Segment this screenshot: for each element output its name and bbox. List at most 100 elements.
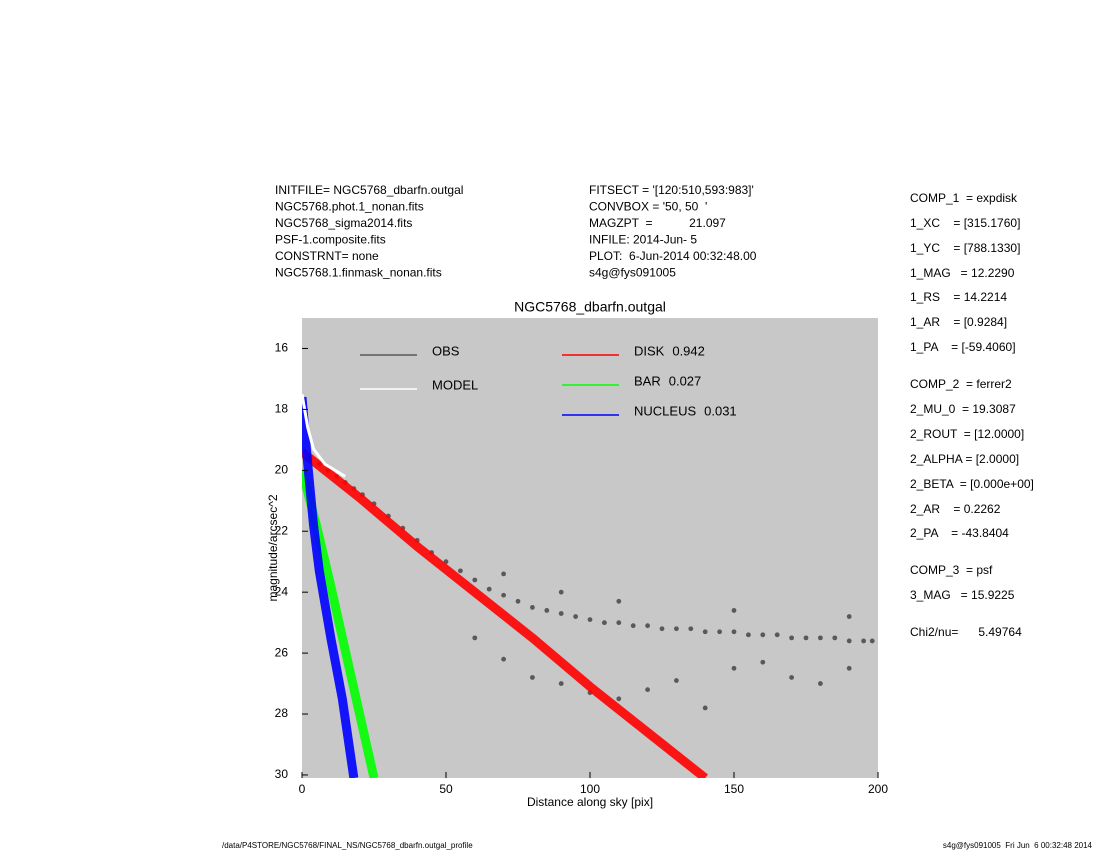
obs-point — [832, 635, 838, 641]
x-tick-label: 200 — [868, 782, 888, 796]
obs-point — [602, 620, 607, 626]
parameter-text: 2_MU_0 = 19.3087 — [910, 402, 1016, 416]
obs-point — [789, 635, 794, 641]
footer-right: s4g@fys091005 Fri Jun 6 00:32:48 2014 — [943, 841, 1093, 850]
header-text: INITFILE= NGC5768_dbarfn.outgal — [275, 183, 463, 197]
legend-fraction: 0.027 — [669, 373, 702, 388]
obs-point — [717, 629, 722, 635]
parameter-text: 2_AR = 0.2262 — [910, 502, 1001, 516]
x-tick-label: 0 — [299, 782, 306, 796]
obs-point — [674, 626, 679, 632]
parameter-text: 1_RS = 14.2214 — [910, 290, 1007, 304]
y-tick-label: 24 — [275, 584, 289, 598]
plot-marks — [302, 393, 875, 778]
legend-label: DISK — [634, 343, 665, 358]
parameter-text: 1_XC = [315.1760] — [910, 216, 1020, 230]
y-tick-label: 16 — [275, 341, 289, 355]
header-text: NGC5768_sigma2014.fits — [275, 216, 412, 230]
header-text: PSF-1.composite.fits — [275, 233, 386, 247]
obs-point — [616, 598, 622, 604]
header-text: FITSECT = '[120:510,593:983]' — [589, 183, 754, 197]
parameter-text: 2_PA = -43.8404 — [910, 526, 1009, 540]
obs-point — [746, 632, 751, 638]
legend-fraction: 0.031 — [704, 403, 737, 418]
obs-point — [530, 605, 535, 610]
obs-point — [846, 638, 852, 644]
obs-point — [846, 665, 852, 671]
plot-area — [302, 318, 878, 778]
obs-point — [558, 681, 564, 686]
header-text: PLOT: 6-Jun-2014 00:32:48.00 — [589, 249, 757, 263]
legend-label: NUCLEUS — [634, 403, 696, 418]
obs-point — [774, 632, 780, 638]
component-band — [302, 448, 708, 778]
legend-fraction: 0.942 — [672, 343, 705, 358]
parameter-text: COMP_2 = ferrer2 — [910, 377, 1012, 391]
obs-point — [702, 705, 708, 711]
header-text: NGC5768.1.finmask_nonan.fits — [275, 266, 442, 280]
obs-point — [530, 675, 535, 680]
obs-point — [573, 614, 578, 619]
y-tick-label: 26 — [275, 645, 289, 659]
legend-label: BAR — [634, 373, 661, 388]
obs-point — [702, 629, 708, 635]
obs-point — [616, 620, 622, 626]
footer-left: /data/P4STORE/NGC5768/FINAL_NS/NGC5768_d… — [222, 841, 473, 850]
parameter-text: 3_MAG = 15.9225 — [910, 588, 1015, 602]
header-text: NGC5768.phot.1_nonan.fits — [275, 200, 424, 214]
obs-point — [472, 577, 478, 583]
obs-point — [818, 635, 823, 641]
parameter-text: COMP_1 = expdisk — [910, 191, 1018, 205]
y-axis-label: magnitude/arcsec^2 — [266, 494, 280, 601]
obs-point — [869, 638, 875, 644]
obs-point — [659, 626, 665, 632]
obs-point — [861, 638, 866, 644]
obs-point — [472, 635, 478, 641]
obs-point — [789, 675, 794, 680]
obs-point — [544, 608, 550, 613]
model-line — [302, 393, 346, 478]
legend-label: MODEL — [432, 377, 478, 392]
parameter-text: 2_ALPHA = [2.0000] — [910, 452, 1019, 466]
header-text: CONVBOX = '50, 50 ' — [589, 200, 707, 214]
y-tick-label: 22 — [275, 523, 289, 537]
parameter-text: 1_MAG = 12.2290 — [910, 266, 1015, 280]
component-band — [302, 396, 359, 778]
header-text: MAGZPT = 21.097 — [589, 216, 726, 230]
obs-point — [760, 659, 766, 665]
obs-point — [846, 614, 852, 619]
y-tick-label: 30 — [275, 767, 289, 781]
parameter-text: 1_YC = [788.1330] — [910, 241, 1020, 255]
obs-point — [558, 589, 564, 595]
obs-point — [760, 632, 766, 638]
chart-title: NGC5768_dbarfn.outgal — [514, 299, 666, 315]
obs-point — [558, 611, 564, 616]
x-tick-label: 100 — [580, 782, 600, 796]
obs-point — [645, 623, 650, 629]
obs-point — [501, 592, 506, 598]
parameter-text: 1_PA = [-59.4060] — [910, 340, 1016, 354]
legend-label: OBS — [432, 343, 460, 358]
parameter-text: 2_ROUT = [12.0000] — [910, 427, 1024, 441]
x-axis-label: Distance along sky [pix] — [527, 795, 653, 809]
obs-point — [501, 571, 506, 577]
y-tick-label: 28 — [275, 706, 289, 720]
header-text: s4g@fys091005 — [589, 266, 676, 280]
y-tick-label: 18 — [275, 402, 289, 416]
obs-point — [630, 623, 636, 629]
obs-point — [818, 681, 823, 686]
parameter-text: 2_BETA = [0.000e+00] — [910, 477, 1034, 491]
obs-point — [515, 598, 521, 604]
x-tick-label: 50 — [439, 782, 453, 796]
parameter-text: 1_AR = [0.9284] — [910, 315, 1007, 329]
y-tick-label: 20 — [275, 462, 289, 476]
obs-point — [731, 608, 737, 613]
obs-point — [587, 617, 593, 622]
obs-point — [645, 687, 650, 693]
obs-point — [458, 568, 463, 574]
header-text: INFILE: 2014-Jun- 5 — [589, 233, 697, 247]
obs-point — [501, 656, 506, 662]
parameter-text: COMP_3 = psf — [910, 563, 993, 577]
obs-point — [688, 626, 694, 632]
